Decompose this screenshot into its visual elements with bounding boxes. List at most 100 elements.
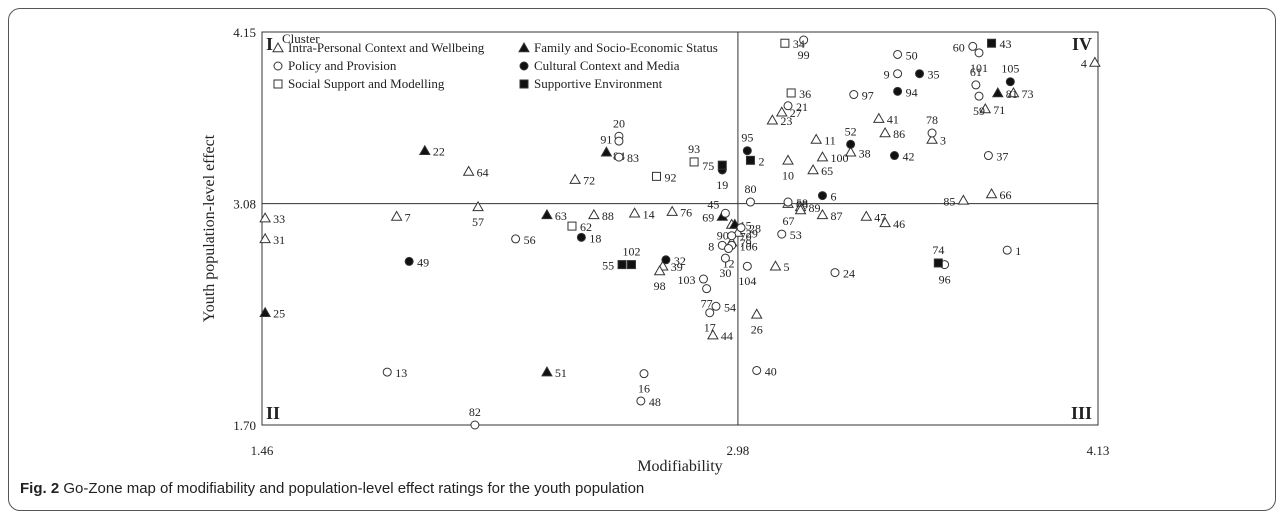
data-point-marker bbox=[698, 274, 708, 284]
data-point-label: 76 bbox=[680, 206, 692, 220]
data-point-marker bbox=[470, 420, 480, 430]
data-point-marker bbox=[968, 41, 978, 51]
data-point-label: 36 bbox=[799, 87, 811, 101]
data-point-marker bbox=[987, 38, 997, 48]
data-point-label: 87 bbox=[830, 209, 842, 223]
legend-marker bbox=[272, 41, 284, 53]
caption-label: Fig. 2 bbox=[20, 480, 60, 497]
data-point-marker bbox=[775, 106, 788, 117]
data-point-marker bbox=[259, 306, 271, 317]
data-point-label: 77 bbox=[701, 297, 713, 311]
data-point-marker bbox=[926, 133, 938, 144]
data-point-label: 40 bbox=[765, 364, 777, 378]
y-tick-label: 1.70 bbox=[233, 418, 256, 433]
data-point-marker bbox=[511, 234, 521, 244]
data-point-marker bbox=[541, 366, 553, 377]
data-point-marker bbox=[807, 163, 819, 175]
data-point-marker bbox=[979, 102, 992, 114]
data-point-marker bbox=[974, 91, 984, 101]
data-point-marker bbox=[259, 212, 271, 223]
data-point-label: 44 bbox=[721, 329, 733, 343]
axes-layer: 1.70 3.08 4.15 1.46 2.98 4.13 Modifiability You… bbox=[201, 25, 1109, 475]
data-point-marker bbox=[600, 146, 613, 157]
data-point-marker bbox=[736, 223, 746, 233]
data-point-label: 34 bbox=[793, 37, 805, 51]
legend-entry-label: Supportive Environment bbox=[534, 76, 663, 91]
data-point-marker bbox=[872, 112, 885, 123]
data-point-marker bbox=[689, 157, 699, 167]
data-point-marker bbox=[462, 165, 475, 176]
data-point-label: 62 bbox=[580, 220, 592, 234]
data-point-label: 105 bbox=[1001, 62, 1019, 76]
data-point-marker bbox=[614, 136, 624, 146]
data-point-label: 33 bbox=[273, 212, 285, 226]
data-point-marker bbox=[893, 86, 903, 96]
data-point-label: 32 bbox=[674, 254, 686, 268]
data-point-label: 30 bbox=[719, 266, 731, 280]
data-point-marker bbox=[705, 308, 715, 318]
data-point-marker bbox=[720, 253, 730, 263]
data-point-label: 1 bbox=[1015, 244, 1021, 258]
x-tick-label: 2.98 bbox=[727, 443, 750, 458]
quadrant-label-i: I bbox=[266, 34, 273, 54]
data-point-marker bbox=[1007, 86, 1020, 98]
legend-entry-label: Intra-Personal Context and Wellbeing bbox=[288, 40, 485, 55]
data-point-marker bbox=[636, 396, 646, 406]
data-point-label: 88 bbox=[602, 209, 614, 223]
data-point-marker bbox=[799, 35, 809, 45]
data-point-marker bbox=[974, 48, 984, 58]
data-point-label: 71 bbox=[993, 103, 1005, 117]
data-point-label: 28 bbox=[749, 222, 761, 236]
x-tick-label: 1.46 bbox=[251, 443, 274, 458]
figure-caption: Fig. 2 Go-Zone map of modifiability and … bbox=[20, 480, 644, 497]
data-point-marker bbox=[844, 146, 857, 157]
data-point-label: 80 bbox=[744, 182, 756, 196]
data-point-marker bbox=[1002, 245, 1012, 255]
data-point-label: 69 bbox=[702, 210, 714, 224]
data-point-label: 100 bbox=[830, 151, 848, 165]
data-point-marker bbox=[418, 144, 431, 155]
data-point-marker bbox=[724, 244, 734, 254]
data-point-label: 81 bbox=[1006, 87, 1018, 101]
data-point-label: 52 bbox=[845, 124, 857, 138]
data-point-label: 8 bbox=[708, 239, 714, 253]
data-point-marker bbox=[893, 69, 903, 79]
data-point-label: 86 bbox=[893, 127, 905, 141]
data-point-marker bbox=[786, 88, 796, 98]
data-point-label: 4 bbox=[1081, 56, 1087, 70]
quadrant-label-iii: III bbox=[1071, 403, 1092, 423]
data-point-label: 83 bbox=[627, 151, 639, 165]
data-point-marker bbox=[933, 258, 943, 268]
legend-marker bbox=[273, 79, 283, 89]
data-point-marker bbox=[879, 216, 891, 228]
data-point-label: 42 bbox=[902, 150, 914, 164]
data-point-label: 39 bbox=[671, 260, 683, 274]
data-point-marker bbox=[985, 188, 998, 199]
data-point-marker bbox=[783, 197, 793, 207]
data-point-label: 31 bbox=[273, 233, 285, 247]
data-point-marker bbox=[661, 255, 671, 265]
data-point-marker bbox=[983, 151, 993, 161]
data-point-marker bbox=[628, 207, 641, 218]
data-point-label: 7 bbox=[405, 210, 411, 224]
data-point-label: 57 bbox=[472, 215, 484, 229]
y-tick-label: 4.15 bbox=[233, 25, 256, 40]
data-point-marker bbox=[720, 208, 730, 218]
data-point-label: 72 bbox=[583, 174, 595, 188]
data-point-label: 5 bbox=[783, 260, 789, 274]
legend-entry-label: Family and Socio-Economic Status bbox=[534, 40, 718, 55]
data-point-marker bbox=[472, 200, 484, 212]
data-point-label: 24 bbox=[843, 267, 855, 281]
data-point-marker bbox=[711, 301, 721, 311]
data-point-label: 27 bbox=[790, 106, 802, 120]
data-point-marker bbox=[782, 154, 794, 165]
legend-title: Cluster bbox=[282, 31, 320, 46]
data-point-label: 98 bbox=[654, 279, 666, 293]
data-point-label: 89 bbox=[809, 201, 821, 215]
data-point-label: 78 bbox=[926, 113, 938, 127]
data-point-marker bbox=[653, 265, 666, 276]
data-point-label: 104 bbox=[738, 274, 756, 288]
data-point-label: 90 bbox=[717, 228, 729, 242]
data-point-label: 65 bbox=[821, 164, 833, 178]
